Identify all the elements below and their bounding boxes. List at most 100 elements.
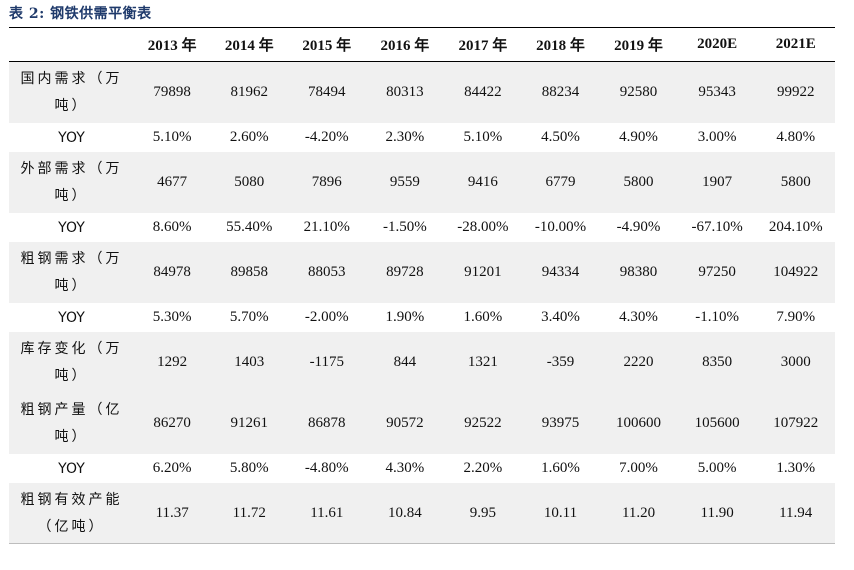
caption-rule xyxy=(9,27,835,28)
table-cell: 4.30% xyxy=(619,309,658,325)
table-cell: 1.90% xyxy=(385,309,425,325)
table-cell: 1907 xyxy=(677,152,757,213)
table-cell: 204.10% xyxy=(768,219,823,235)
table-cell: 3.00% xyxy=(697,129,737,145)
table-cell: 4.50% xyxy=(541,129,580,145)
table-cell: 6779 xyxy=(521,152,600,213)
table-cell: 5800 xyxy=(756,152,835,213)
table-cell: -4.80% xyxy=(304,460,349,476)
table-bottom-rule xyxy=(9,543,835,544)
table-cell: -4.90% xyxy=(616,219,661,235)
table-cell: -10.00% xyxy=(534,219,587,235)
table-cell: 9416 xyxy=(444,152,522,213)
table-cell: 1321 xyxy=(444,332,522,393)
table-cell: 92522 xyxy=(444,393,522,454)
table-row: 外部需求（万 吨） 4677 5080 7896 9559 9416 6779 5… xyxy=(9,152,835,213)
table-cell: 1403 xyxy=(210,332,289,393)
row-label-line1: 国内需求（万 xyxy=(20,70,123,87)
row-label: 外部需求（万 吨） xyxy=(9,152,134,213)
table-cell: 11.20 xyxy=(599,483,678,544)
table-cell: 104922 xyxy=(756,242,835,303)
header-blank xyxy=(9,28,134,62)
table-cell: 4.90% xyxy=(619,129,658,145)
table-cell: 9559 xyxy=(365,152,445,213)
table-cell: 5.80% xyxy=(229,460,269,476)
table-cell: 86270 xyxy=(133,393,211,454)
table-cell: 89728 xyxy=(365,242,445,303)
table-cell: 5.70% xyxy=(229,309,269,325)
header-row: 2013 年 2014 年 2015 年 2016 年 2017 年 2018 … xyxy=(9,28,835,62)
table-cell: 2.30% xyxy=(385,129,425,145)
table-cell: 107922 xyxy=(756,393,835,454)
table-cell: 11.90 xyxy=(677,483,757,544)
table-cell: 105600 xyxy=(677,393,757,454)
table-row: YOY 8.60% 55.40% 21.10% -1.50% -28.00% -… xyxy=(9,213,835,242)
table-cell: 10.11 xyxy=(521,483,600,544)
table-cell: 7896 xyxy=(288,152,366,213)
table-cell: 86878 xyxy=(288,393,366,454)
table-cell: 5800 xyxy=(599,152,678,213)
table-cell: 21.10% xyxy=(303,219,350,235)
table-cell: 92580 xyxy=(599,61,678,123)
table-cell: 2.20% xyxy=(463,460,503,476)
row-label-line1: 粗钢需求（万 xyxy=(20,250,123,267)
table-cell: -4.20% xyxy=(304,129,349,145)
table-cell: 11.61 xyxy=(288,483,366,544)
header-year: 2018 年 xyxy=(521,28,600,62)
supply-demand-table: 2013 年 2014 年 2015 年 2016 年 2017 年 2018 … xyxy=(9,28,835,544)
table-row: 粗钢需求（万 吨） 84978 89858 88053 89728 91201 9… xyxy=(9,242,835,303)
table-cell: 6.20% xyxy=(152,460,192,476)
row-label: 粗钢需求（万 吨） xyxy=(9,242,134,303)
table-cell: 5.10% xyxy=(152,129,192,145)
table-cell: 94334 xyxy=(521,242,600,303)
table-cell: 2220 xyxy=(599,332,678,393)
table-cell: 3.40% xyxy=(541,309,580,325)
table-cell: 88234 xyxy=(521,61,600,123)
table-cell: 844 xyxy=(365,332,445,393)
table-cell: 79898 xyxy=(133,61,211,123)
table-cell: 91261 xyxy=(210,393,289,454)
row-label-line1: 外部需求（万 xyxy=(20,160,123,177)
table-cell: 11.37 xyxy=(133,483,211,544)
table-cell: -2.00% xyxy=(304,309,349,325)
table-row: 库存变化（万 吨） 1292 1403 -1175 844 1321 -359 2… xyxy=(9,332,835,393)
table-cell: 91201 xyxy=(444,242,522,303)
table-cell: 80313 xyxy=(365,61,445,123)
table-cell: 88053 xyxy=(288,242,366,303)
table-row: YOY 5.30% 5.70% -2.00% 1.90% 1.60% 3.40%… xyxy=(9,303,835,332)
row-label-line2: （亿吨） xyxy=(37,518,106,535)
row-label-line2: 吨） xyxy=(54,97,89,114)
row-label-line1: 库存变化（万 xyxy=(20,340,123,357)
row-label: 粗钢产量（亿 吨） xyxy=(9,393,134,454)
table-row: 粗钢产量（亿 吨） 86270 91261 86878 90572 92522 9… xyxy=(9,393,835,454)
table-cell: 1292 xyxy=(133,332,211,393)
table-cell: 98380 xyxy=(599,242,678,303)
table-cell: 95343 xyxy=(677,61,757,123)
table-cell: -1.50% xyxy=(382,219,427,235)
table-cell: 93975 xyxy=(521,393,600,454)
table-cell: 55.40% xyxy=(226,219,273,235)
table-cell: -28.00% xyxy=(457,219,509,235)
table-row: 国内需求（万 吨） 79898 81962 78494 80313 84422 8… xyxy=(9,61,835,123)
row-label: YOY xyxy=(58,309,85,326)
table-cell: 5.30% xyxy=(152,309,192,325)
table-cell: 1.60% xyxy=(541,460,580,476)
table-cell: -1175 xyxy=(288,332,366,393)
table-cell: 10.84 xyxy=(365,483,445,544)
table-cell: 4.30% xyxy=(385,460,425,476)
row-label: 库存变化（万 吨） xyxy=(9,332,134,393)
table-cell: 5.00% xyxy=(697,460,737,476)
row-label-line2: 吨） xyxy=(54,277,89,294)
table-cell: 1.60% xyxy=(463,309,503,325)
row-label: YOY xyxy=(58,219,85,236)
header-year: 2021E xyxy=(756,28,835,62)
table-cell: 2.60% xyxy=(229,129,269,145)
table-cell: 5080 xyxy=(210,152,289,213)
header-year: 2014 年 xyxy=(210,28,289,62)
table-cell: 89858 xyxy=(210,242,289,303)
table-cell: 84422 xyxy=(444,61,522,123)
table-cell: 8.60% xyxy=(152,219,192,235)
table-cell: 11.94 xyxy=(756,483,835,544)
header-year: 2016 年 xyxy=(365,28,445,62)
table-cell: 78494 xyxy=(288,61,366,123)
